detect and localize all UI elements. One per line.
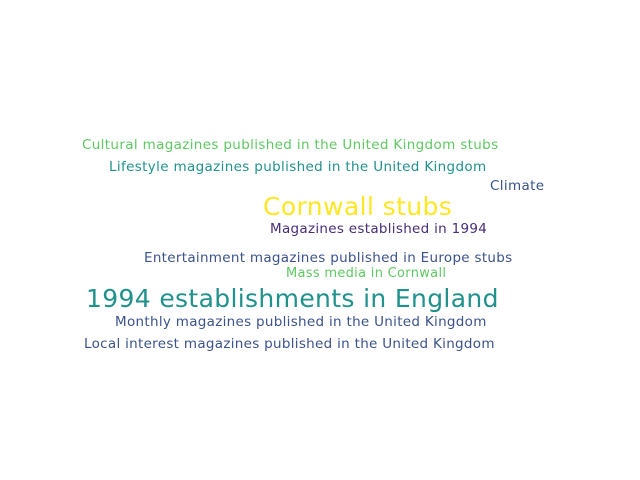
word-magazines-established-1994: Magazines established in 1994 — [270, 221, 488, 237]
word-entertainment-magazines-europe-stubs: Entertainment magazines published in Eur… — [144, 250, 513, 266]
word-mass-media-cornwall: Mass media in Cornwall — [286, 266, 447, 281]
word-cultural-magazines-uk-stubs: Cultural magazines published in the Unit… — [82, 137, 499, 153]
word-local-interest-magazines-uk: Local interest magazines published in th… — [84, 336, 495, 352]
word-1994-establishments-england: 1994 establishments in England — [86, 284, 499, 313]
word-climate: Climate — [490, 178, 545, 194]
word-cornwall-stubs: Cornwall stubs — [263, 192, 453, 221]
word-lifestyle-magazines-uk: Lifestyle magazines published in the Uni… — [109, 159, 487, 175]
word-monthly-magazines-uk: Monthly magazines published in the Unite… — [115, 314, 487, 330]
